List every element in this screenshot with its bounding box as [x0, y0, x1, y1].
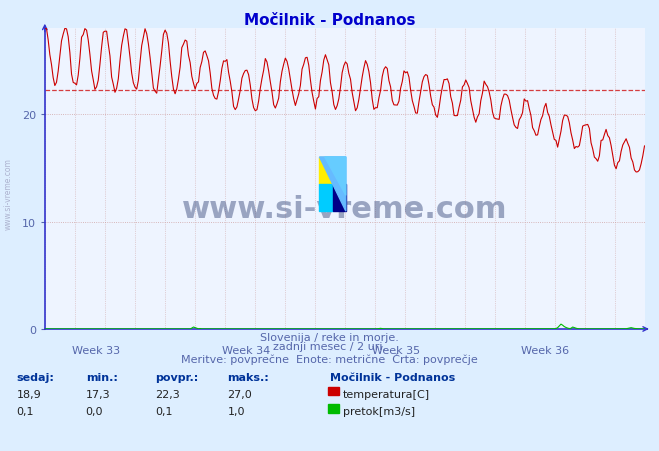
Text: Week 35: Week 35: [372, 346, 420, 356]
Text: pretok[m3/s]: pretok[m3/s]: [343, 406, 415, 416]
Text: 0,1: 0,1: [16, 406, 34, 416]
Text: Week 36: Week 36: [521, 346, 569, 356]
Text: Slovenija / reke in morje.: Slovenija / reke in morje.: [260, 332, 399, 342]
Text: 18,9: 18,9: [16, 389, 42, 399]
Text: zadnji mesec / 2 uri.: zadnji mesec / 2 uri.: [273, 341, 386, 351]
Text: povpr.:: povpr.:: [155, 372, 198, 382]
Text: Meritve: povprečne  Enote: metrične  Črta: povprečje: Meritve: povprečne Enote: metrične Črta:…: [181, 352, 478, 364]
Text: maks.:: maks.:: [227, 372, 269, 382]
Text: min.:: min.:: [86, 372, 117, 382]
Text: 1,0: 1,0: [227, 406, 245, 416]
Text: 0,1: 0,1: [155, 406, 173, 416]
Text: 27,0: 27,0: [227, 389, 252, 399]
Text: sedaj:: sedaj:: [16, 372, 54, 382]
Text: Močilnik - Podnanos: Močilnik - Podnanos: [244, 13, 415, 28]
Text: 0,0: 0,0: [86, 406, 103, 416]
Text: 17,3: 17,3: [86, 389, 110, 399]
Text: temperatura[C]: temperatura[C]: [343, 389, 430, 399]
Text: www.si-vreme.com: www.si-vreme.com: [182, 195, 507, 224]
Text: Week 33: Week 33: [72, 346, 120, 356]
Text: www.si-vreme.com: www.si-vreme.com: [3, 158, 13, 230]
Text: Week 34: Week 34: [221, 346, 270, 356]
Text: 22,3: 22,3: [155, 389, 180, 399]
Text: Močilnik - Podnanos: Močilnik - Podnanos: [330, 372, 455, 382]
